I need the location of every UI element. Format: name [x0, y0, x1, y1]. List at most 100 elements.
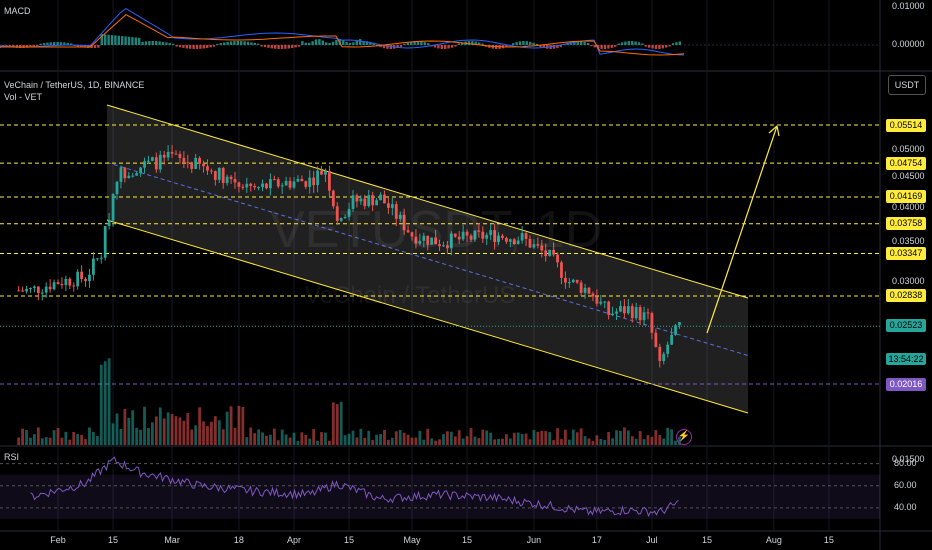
time-tick-label: Feb — [50, 535, 66, 545]
macd-histogram-bar — [365, 41, 369, 45]
candle-body — [143, 161, 146, 168]
volume-bar — [249, 427, 253, 445]
macd-histogram-bar — [474, 41, 477, 45]
candle-body — [131, 175, 135, 177]
volume-bar — [44, 437, 48, 445]
macd-histogram-bar — [155, 41, 158, 45]
macd-histogram-bar — [124, 36, 127, 45]
volume-bar — [575, 432, 579, 445]
candle-body — [642, 312, 646, 321]
candle-body — [147, 160, 150, 162]
volume-bar — [524, 433, 528, 445]
macd-histogram-bar — [668, 45, 671, 47]
volume-bar — [410, 437, 414, 445]
macd-histogram-bar — [403, 43, 406, 45]
macd-histogram-bar — [603, 45, 607, 49]
candle-body — [638, 307, 642, 321]
candle-body — [497, 235, 500, 242]
macd-histogram-bar — [291, 45, 294, 49]
macd-histogram-bar — [59, 42, 63, 45]
macd-histogram-bar — [359, 39, 362, 45]
macd-histogram-bar — [209, 45, 212, 48]
volume-bar — [363, 437, 367, 445]
candle-body — [182, 157, 186, 163]
macd-histogram-bar — [624, 41, 627, 45]
candle-body — [438, 244, 441, 247]
volume-bar — [449, 431, 453, 445]
candle-body — [630, 306, 634, 319]
macd-histogram-bar — [413, 41, 416, 45]
volume-bar — [119, 429, 123, 445]
time-tick-label: 15 — [702, 535, 712, 545]
macd-histogram-bar — [311, 41, 314, 45]
macd-histogram-bar — [148, 41, 151, 45]
candle-body — [505, 237, 508, 242]
volume-bar — [272, 428, 276, 445]
macd-histogram-bar — [219, 43, 222, 45]
candle-body — [99, 257, 103, 259]
lightning-icon[interactable]: ⚡ — [676, 429, 692, 445]
volume-bar — [237, 405, 241, 445]
signal-line — [0, 13, 685, 56]
candle-body — [390, 204, 394, 208]
macd-histogram-bar — [49, 42, 52, 45]
macd-tick-label: 0.01000 — [892, 1, 925, 11]
descending-channel[interactable] — [106, 104, 749, 414]
symbol-title[interactable]: VeChain / TetherUS, 1D, BINANCE — [4, 80, 145, 90]
volume-bar — [328, 440, 331, 445]
time-tick-label: Jun — [527, 535, 542, 545]
candle-body — [276, 179, 280, 187]
volume-bar — [103, 361, 107, 445]
macd-histogram-bar — [223, 42, 226, 45]
macd-histogram-bar — [665, 45, 668, 48]
macd-histogram-bar — [444, 45, 447, 49]
macd-histogram-bar — [576, 41, 579, 45]
macd-histogram-bar — [342, 39, 345, 45]
candle-body — [347, 208, 351, 217]
candle-body — [119, 167, 123, 182]
candle-body — [40, 292, 44, 294]
macd-histogram-bar — [168, 43, 171, 45]
volume-bar — [241, 406, 245, 445]
volume-bar — [162, 418, 166, 445]
candle-body — [339, 218, 343, 221]
candle-body — [666, 344, 670, 354]
volume-bar — [210, 421, 213, 445]
candle-body — [418, 240, 422, 244]
macd-histogram-bar — [304, 42, 307, 45]
volume-bar — [198, 407, 201, 445]
macd-histogram-bar — [127, 36, 131, 45]
candle-body — [434, 237, 437, 245]
volume-bar — [481, 429, 485, 445]
macd-histogram-bar — [634, 41, 637, 45]
candle-body — [44, 286, 48, 293]
currency-button[interactable]: USDT — [888, 75, 926, 95]
candle-body — [359, 198, 363, 202]
candle-body — [308, 177, 312, 187]
overlay-drawings[interactable] — [706, 125, 780, 334]
candle-body — [123, 167, 127, 179]
candle-body — [213, 171, 217, 180]
macd-histogram-bar — [138, 37, 141, 45]
volume-bar — [276, 440, 280, 445]
volume-bar — [339, 401, 343, 445]
volume-bar — [662, 438, 666, 445]
candle-body — [650, 313, 654, 333]
macd-histogram-bar — [617, 43, 620, 45]
volume-bar — [564, 429, 567, 445]
volume-bar — [21, 428, 24, 445]
volume-bar — [446, 431, 449, 445]
candle-body — [186, 162, 190, 164]
candle-body — [457, 236, 461, 240]
watermark-symbol: VETUSDT, 1D — [270, 201, 603, 259]
candle-body — [599, 301, 603, 304]
candle-body — [324, 170, 327, 175]
volume-bar — [123, 408, 127, 445]
volume-bar — [343, 435, 347, 445]
volume-bar — [583, 436, 587, 445]
macd-histogram-bar — [651, 45, 654, 49]
macd-histogram-bar — [121, 36, 124, 45]
volume-bar — [72, 431, 76, 445]
macd-histogram-bar — [97, 45, 100, 48]
